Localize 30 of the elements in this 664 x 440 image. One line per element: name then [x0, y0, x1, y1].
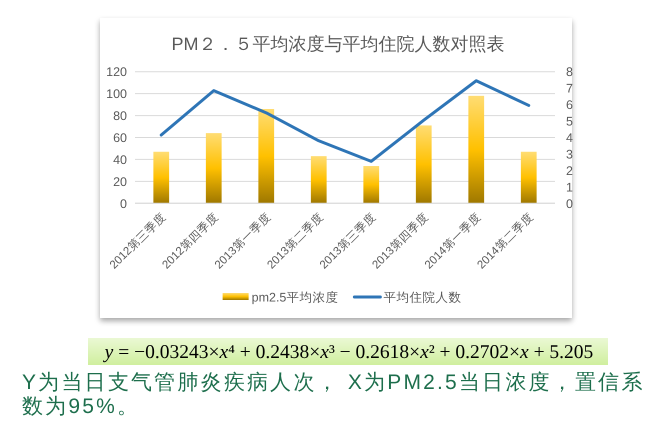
y-tick-label: 100 [106, 87, 128, 102]
y-tick-label: 60 [113, 131, 128, 145]
text: Y为当日支气管肺炎疾病人次， X为PM2.5当日浓度，置信系数为95%。 [22, 371, 646, 419]
y2-tick-label: 4 [566, 131, 573, 145]
y-tick-label: 40 [113, 152, 128, 167]
bar [416, 125, 432, 204]
text: y = −0.03243×x⁴ + 0.2438×x³ − 0.2618×x² + 0.2702×x + 5.205 [104, 342, 594, 363]
y2-tick-label: 1 [566, 180, 573, 194]
chart-title: PM２．５平均浓度与平均住院人数对照表 [172, 34, 504, 54]
y2-tick-label: 0 [566, 196, 573, 211]
y-tick-label: 120 [106, 65, 128, 80]
bar [310, 156, 327, 204]
bar [468, 96, 484, 204]
y2-tick-label: 6 [566, 98, 573, 112]
legend-label: 平均住院人数 [383, 290, 462, 304]
y-tick-label: 0 [120, 196, 128, 211]
line-series [160, 79, 530, 163]
bar [206, 133, 222, 204]
y-tick-label: 20 [113, 174, 128, 189]
y2-tick-label: 2 [566, 164, 573, 178]
y-tick-label: 80 [113, 109, 128, 124]
bar [153, 152, 170, 204]
bar [258, 108, 274, 204]
y2-tick-label: 3 [566, 147, 573, 162]
legend-label: pm2.5平均浓度 [252, 290, 338, 304]
bar [363, 166, 380, 204]
y2-tick-label: 5 [566, 114, 573, 129]
y2-tick-label: 7 [566, 82, 573, 96]
y2-tick-label: 8 [566, 65, 573, 80]
bar [520, 152, 537, 204]
